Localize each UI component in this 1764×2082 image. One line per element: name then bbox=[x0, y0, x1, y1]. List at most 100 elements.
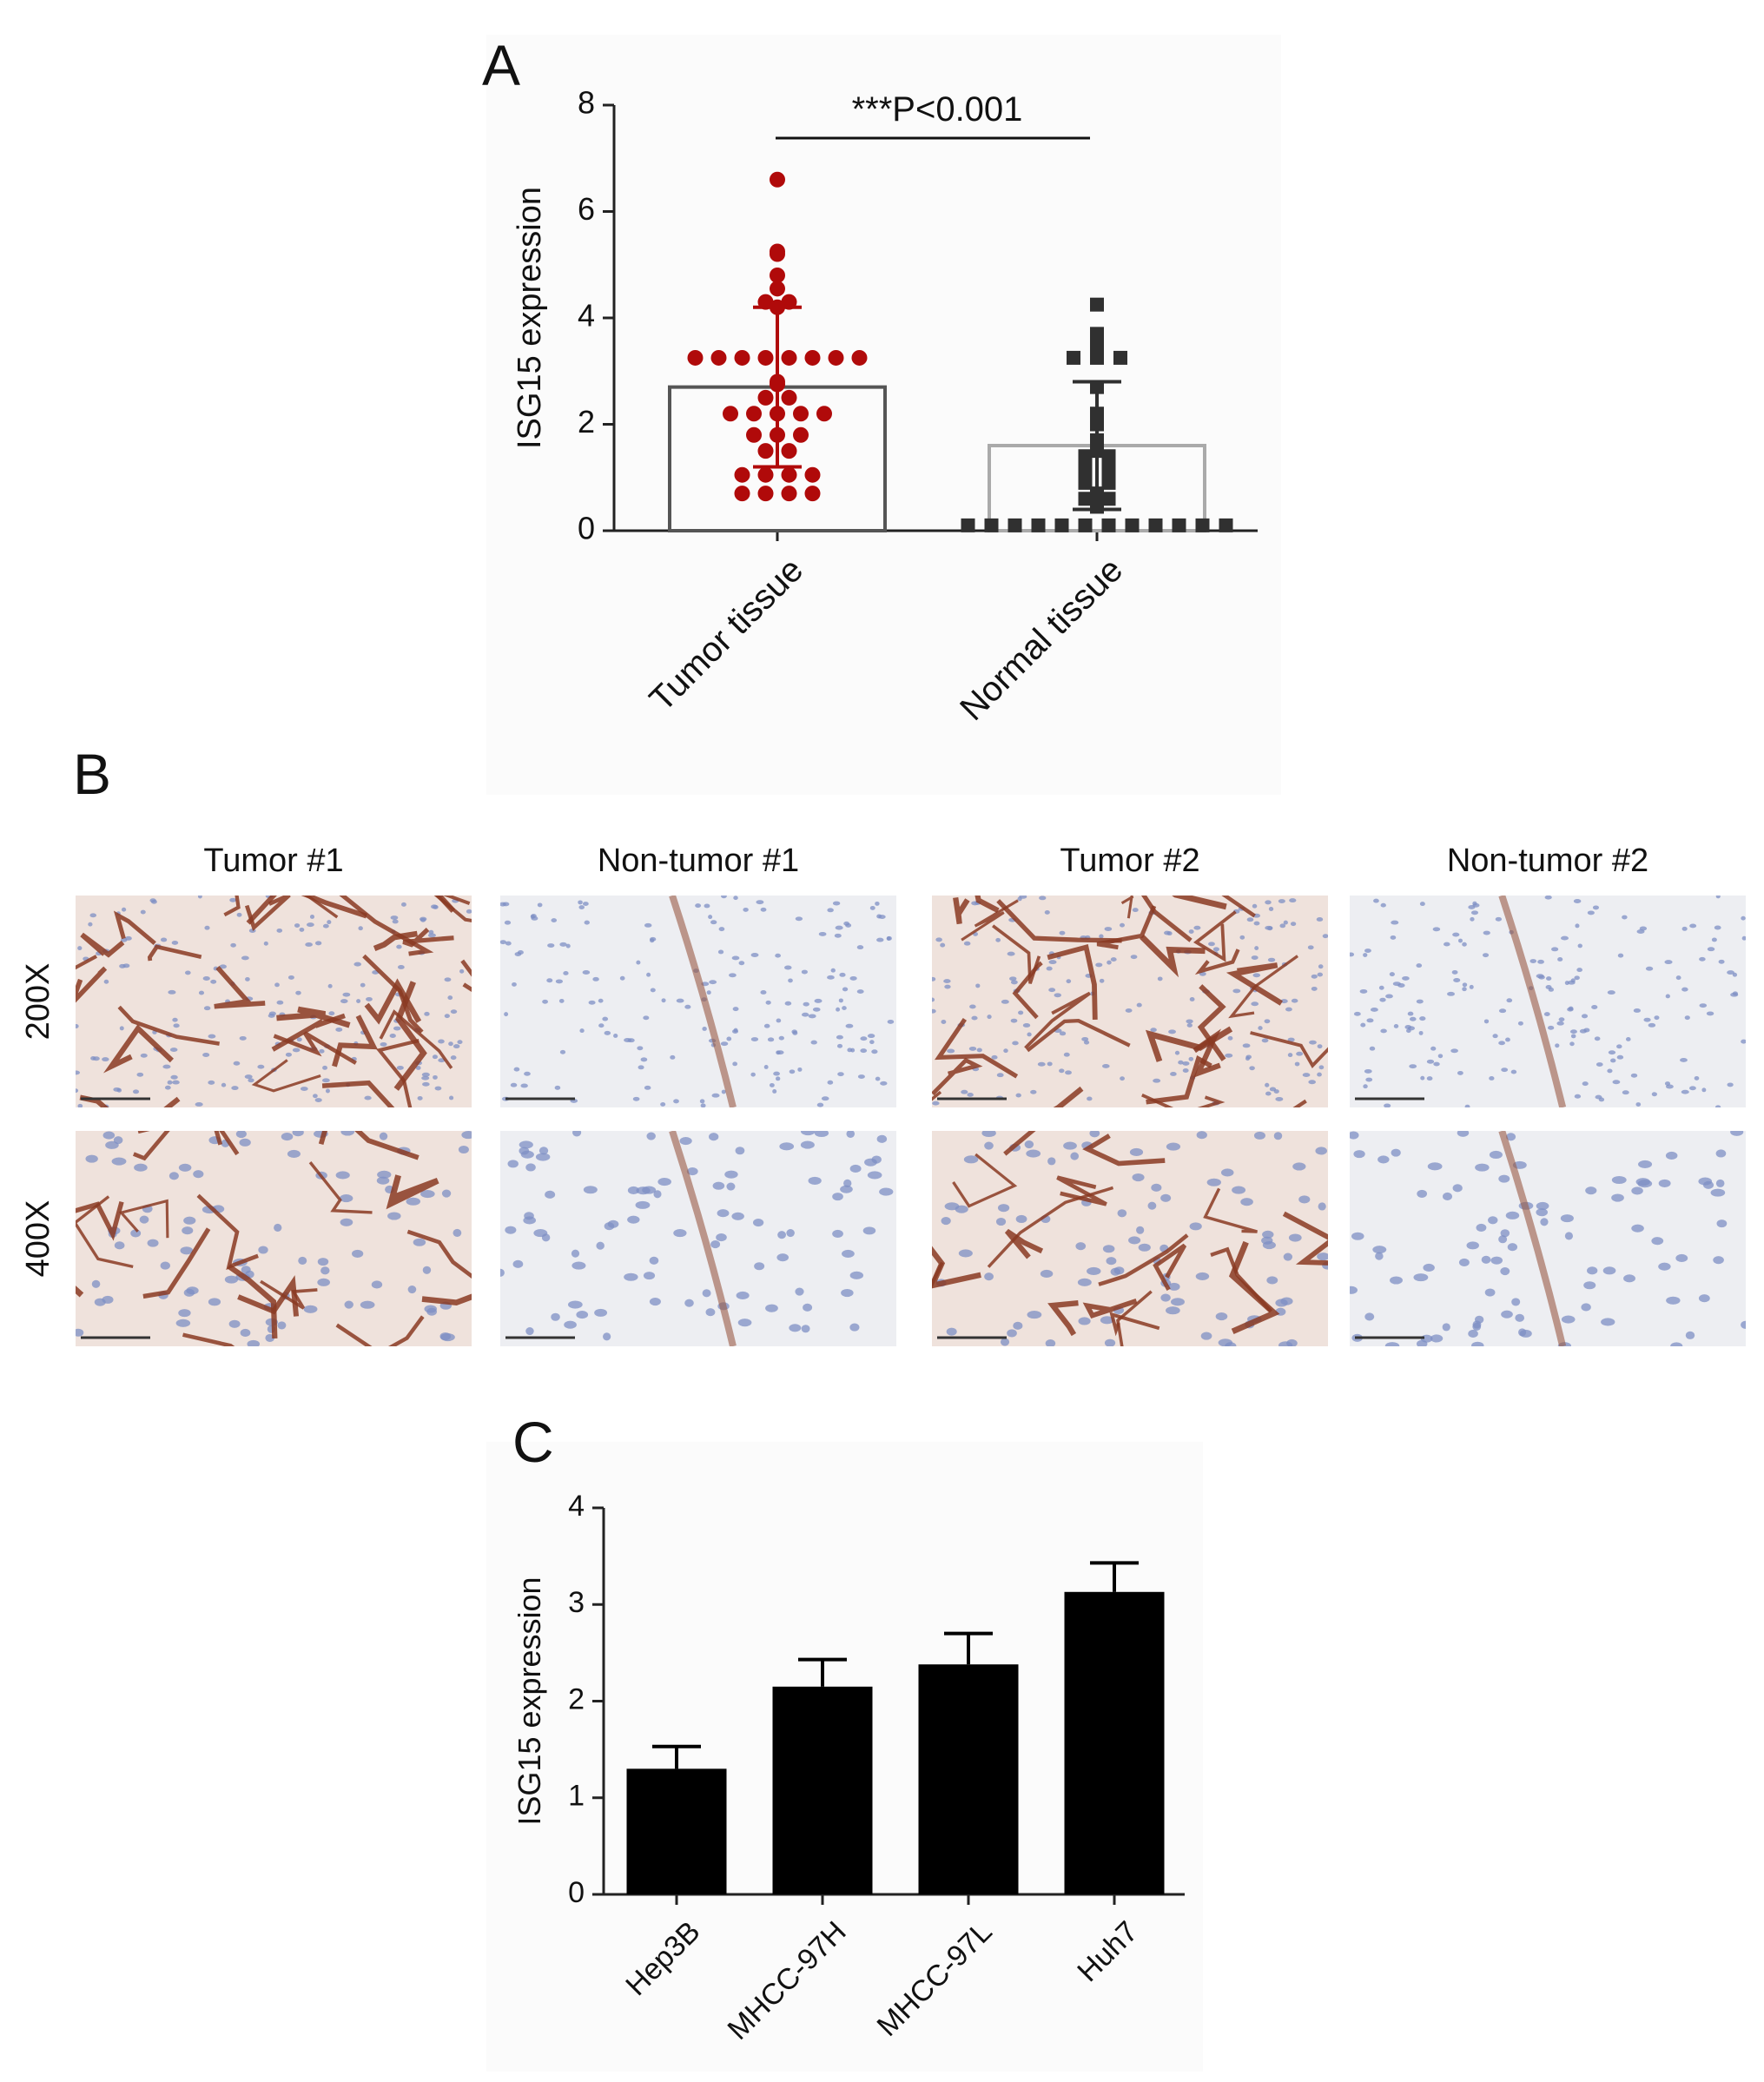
nucleus bbox=[582, 970, 591, 975]
data-point bbox=[770, 171, 785, 188]
nucleus bbox=[1625, 1036, 1631, 1041]
nucleus bbox=[1261, 1038, 1269, 1043]
nucleus bbox=[955, 1205, 968, 1213]
data-point bbox=[1031, 518, 1046, 532]
stain bbox=[932, 1246, 981, 1289]
nucleus bbox=[1564, 1232, 1574, 1240]
data-point bbox=[770, 281, 785, 297]
nucleus bbox=[520, 1083, 528, 1088]
nucleus bbox=[638, 1065, 644, 1070]
nucleus bbox=[842, 1006, 847, 1011]
nucleus bbox=[1666, 1296, 1681, 1305]
nucleus bbox=[121, 907, 127, 912]
nucleus bbox=[1245, 1056, 1251, 1061]
nucleus bbox=[643, 1015, 650, 1021]
nucleus bbox=[875, 1076, 881, 1081]
nucleus bbox=[1727, 970, 1734, 975]
nucleus bbox=[1307, 945, 1314, 950]
stain bbox=[1141, 1093, 1226, 1107]
nucleus bbox=[1675, 975, 1681, 981]
nucleus bbox=[1242, 1043, 1251, 1048]
nucleus bbox=[1707, 947, 1715, 952]
nucleus bbox=[1309, 1040, 1317, 1045]
nucleus bbox=[444, 1014, 450, 1019]
nucleus bbox=[1285, 1007, 1292, 1012]
nucleus bbox=[371, 1280, 383, 1289]
stain bbox=[932, 1057, 983, 1096]
nucleus bbox=[1095, 962, 1103, 968]
nucleus bbox=[1390, 935, 1397, 940]
nucleus bbox=[869, 1040, 875, 1045]
nucleus bbox=[1444, 942, 1450, 947]
nucleus bbox=[1423, 1263, 1435, 1272]
nucleus bbox=[1059, 930, 1066, 935]
data-point bbox=[851, 349, 868, 366]
nucleus bbox=[1206, 1178, 1221, 1186]
data-point bbox=[781, 389, 797, 406]
nucleus bbox=[88, 922, 93, 927]
nucleus bbox=[1120, 922, 1125, 928]
panel-label: C bbox=[512, 1410, 554, 1474]
nucleus bbox=[584, 920, 590, 925]
nucleus bbox=[1170, 1072, 1177, 1076]
image-content bbox=[500, 1131, 896, 1346]
nucleus bbox=[1727, 1082, 1734, 1087]
nucleus bbox=[1470, 910, 1479, 915]
nucleus bbox=[340, 1131, 355, 1136]
nucleus bbox=[184, 970, 191, 975]
nucleus bbox=[1003, 1048, 1008, 1054]
nucleus bbox=[1378, 985, 1384, 990]
nucleus bbox=[941, 1020, 947, 1024]
nucleus bbox=[263, 941, 268, 946]
nucleus bbox=[1498, 1008, 1507, 1014]
nucleus bbox=[779, 1142, 795, 1151]
nucleus bbox=[996, 1073, 1004, 1078]
nucleus bbox=[171, 940, 179, 945]
nucleus bbox=[1501, 1310, 1513, 1319]
nucleus bbox=[1350, 1286, 1358, 1294]
nucleus bbox=[636, 960, 641, 965]
nucleus bbox=[1040, 1269, 1054, 1279]
stain bbox=[304, 896, 339, 919]
nucleus bbox=[389, 1034, 396, 1038]
nucleus bbox=[119, 963, 126, 968]
error-bar bbox=[798, 1657, 847, 1687]
nucleus bbox=[325, 1088, 330, 1094]
nucleus bbox=[407, 1285, 417, 1294]
stain bbox=[1203, 1187, 1258, 1233]
nucleus bbox=[542, 999, 548, 1004]
nucleus bbox=[1063, 1141, 1077, 1150]
nucleus bbox=[422, 1081, 430, 1087]
nucleus bbox=[1369, 1046, 1376, 1051]
data-point bbox=[804, 466, 821, 483]
nucleus bbox=[776, 1253, 790, 1262]
nucleus bbox=[810, 1040, 817, 1045]
nucleus bbox=[1699, 1003, 1708, 1008]
stain bbox=[182, 1332, 235, 1346]
nucleus bbox=[1365, 1077, 1373, 1082]
nucleus bbox=[1066, 979, 1072, 984]
nucleus bbox=[845, 1023, 854, 1028]
nucleus bbox=[1308, 1080, 1316, 1085]
nucleus bbox=[1468, 1329, 1478, 1338]
nucleus bbox=[294, 923, 301, 928]
nucleus bbox=[1168, 1029, 1176, 1034]
nucleus bbox=[1517, 1021, 1523, 1026]
stain bbox=[80, 932, 125, 958]
nucleus bbox=[968, 1046, 977, 1051]
nucleus bbox=[268, 1014, 275, 1018]
y-tick-label: 0 bbox=[578, 511, 595, 546]
nucleus bbox=[1633, 1008, 1642, 1013]
nucleus bbox=[147, 1239, 159, 1247]
stain bbox=[1193, 910, 1237, 962]
nucleus bbox=[1507, 1243, 1518, 1252]
nucleus bbox=[808, 1176, 822, 1185]
nucleus bbox=[1125, 1008, 1133, 1013]
nucleus bbox=[136, 1072, 144, 1077]
nucleus bbox=[1101, 1063, 1110, 1068]
nucleus bbox=[1364, 1312, 1375, 1321]
nucleus bbox=[657, 1178, 671, 1186]
nucleus bbox=[1317, 1253, 1328, 1261]
nucleus bbox=[1560, 1214, 1574, 1223]
nucleus bbox=[172, 1080, 180, 1085]
